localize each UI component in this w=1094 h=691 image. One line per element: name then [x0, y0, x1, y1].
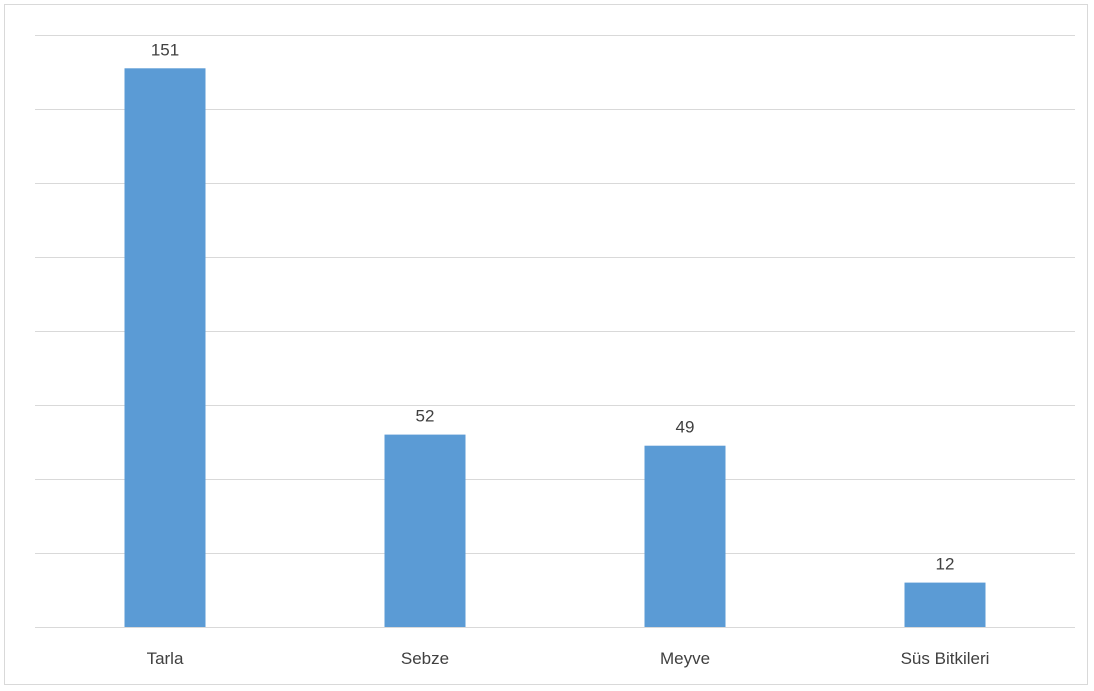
category-label: Süs Bitkileri	[901, 649, 990, 668]
data-label: 52	[416, 407, 435, 426]
data-label: 49	[676, 418, 695, 437]
bar-2	[644, 445, 726, 627]
category-label: Meyve	[660, 649, 710, 668]
bar-chart: 151 52 49 12 Tarla Sebze Meyve Süs Bitkileri	[35, 35, 1075, 668]
category-label: Sebze	[401, 649, 449, 668]
gridlines	[35, 35, 1075, 628]
bars	[124, 68, 986, 628]
data-label: 12	[936, 555, 955, 574]
category-axis-labels: Tarla Sebze Meyve Süs Bitkileri	[147, 649, 990, 668]
category-label: Tarla	[147, 649, 184, 668]
bar-3	[904, 582, 986, 627]
bar-0	[124, 68, 206, 628]
chart-frame: 151 52 49 12 Tarla Sebze Meyve Süs Bitkileri	[4, 4, 1088, 685]
data-labels: 151 52 49 12	[151, 40, 955, 573]
data-label: 151	[151, 40, 179, 59]
bar-1	[384, 434, 466, 627]
